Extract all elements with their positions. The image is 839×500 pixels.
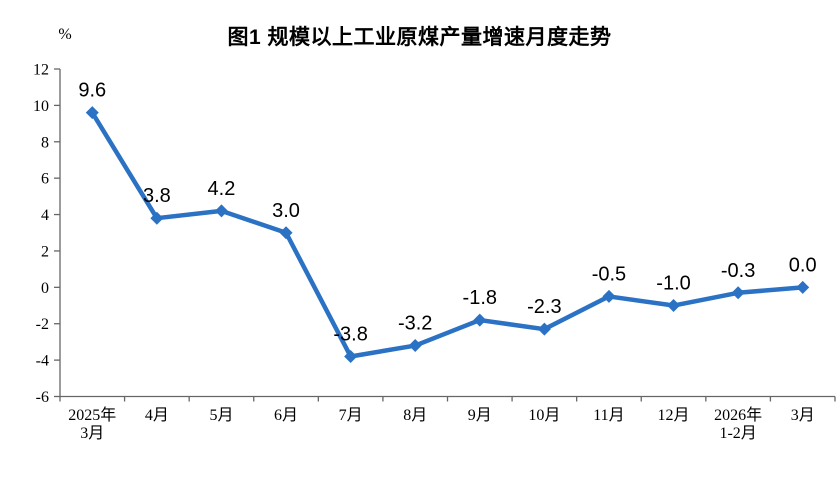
y-axis-tick-label: 12 bbox=[33, 62, 49, 79]
data-point-marker bbox=[408, 339, 422, 353]
y-axis-tick-label: 4 bbox=[41, 207, 49, 224]
data-point-label: 3.8 bbox=[143, 185, 171, 207]
y-axis-tick-label: 8 bbox=[41, 134, 49, 151]
y-axis-tick-label: 2 bbox=[41, 243, 49, 260]
x-axis-category-label: 4月 bbox=[145, 407, 169, 424]
data-point-label: -0.5 bbox=[592, 263, 626, 285]
data-point-label: 3.0 bbox=[272, 200, 300, 222]
data-point-label: -3.2 bbox=[398, 313, 432, 335]
chart-title: 图1 规模以上工业原煤产量增速月度走势 bbox=[227, 26, 612, 49]
data-point-marker bbox=[667, 299, 681, 313]
data-point-marker bbox=[150, 211, 164, 225]
y-axis-tick-label: -4 bbox=[36, 353, 49, 370]
x-axis-category-label: 7月 bbox=[339, 407, 363, 424]
data-point-marker bbox=[602, 289, 616, 303]
data-point-marker bbox=[344, 349, 358, 363]
data-point-label: 4.2 bbox=[208, 178, 236, 200]
data-point-marker bbox=[796, 280, 810, 294]
x-axis-category-label: 10月 bbox=[528, 407, 560, 424]
data-point-label: -2.3 bbox=[527, 296, 561, 318]
data-point-marker bbox=[85, 106, 99, 120]
x-axis-category-label: 6月 bbox=[274, 407, 298, 424]
y-axis-tick-label: 0 bbox=[41, 280, 49, 297]
data-point-marker bbox=[214, 204, 228, 218]
data-point-marker bbox=[279, 226, 293, 240]
x-axis-category-label: 12月 bbox=[658, 407, 690, 424]
x-axis-category-label: 5月 bbox=[209, 407, 233, 424]
y-axis-tick-label: -6 bbox=[36, 389, 49, 406]
data-line-series bbox=[90, 110, 805, 359]
data-point-marker bbox=[731, 286, 745, 300]
data-point-label: 0.0 bbox=[789, 254, 817, 276]
data-point-label: 9.6 bbox=[78, 80, 106, 102]
x-axis-category-label: 2026年 1-2月 bbox=[714, 406, 762, 442]
data-point-label: -0.3 bbox=[721, 260, 755, 282]
y-axis-tick-label: -2 bbox=[36, 316, 49, 333]
x-axis-category-label: 9月 bbox=[468, 407, 492, 424]
y-axis-tick-label: 10 bbox=[33, 98, 49, 115]
x-axis-category-label: 3月 bbox=[791, 407, 815, 424]
data-point-label: -1.8 bbox=[463, 287, 497, 309]
data-point-marker bbox=[537, 322, 551, 336]
x-axis-category-label: 8月 bbox=[403, 407, 427, 424]
data-point-label: -1.0 bbox=[656, 273, 690, 295]
data-point-marker bbox=[473, 313, 487, 327]
x-axis-category-label: 2025年 3月 bbox=[68, 406, 116, 442]
data-point-label: -3.8 bbox=[333, 323, 367, 345]
x-axis-category-label: 11月 bbox=[593, 407, 624, 424]
y-axis-tick-label: 6 bbox=[41, 171, 49, 188]
y-axis-unit-label: % bbox=[58, 26, 72, 43]
